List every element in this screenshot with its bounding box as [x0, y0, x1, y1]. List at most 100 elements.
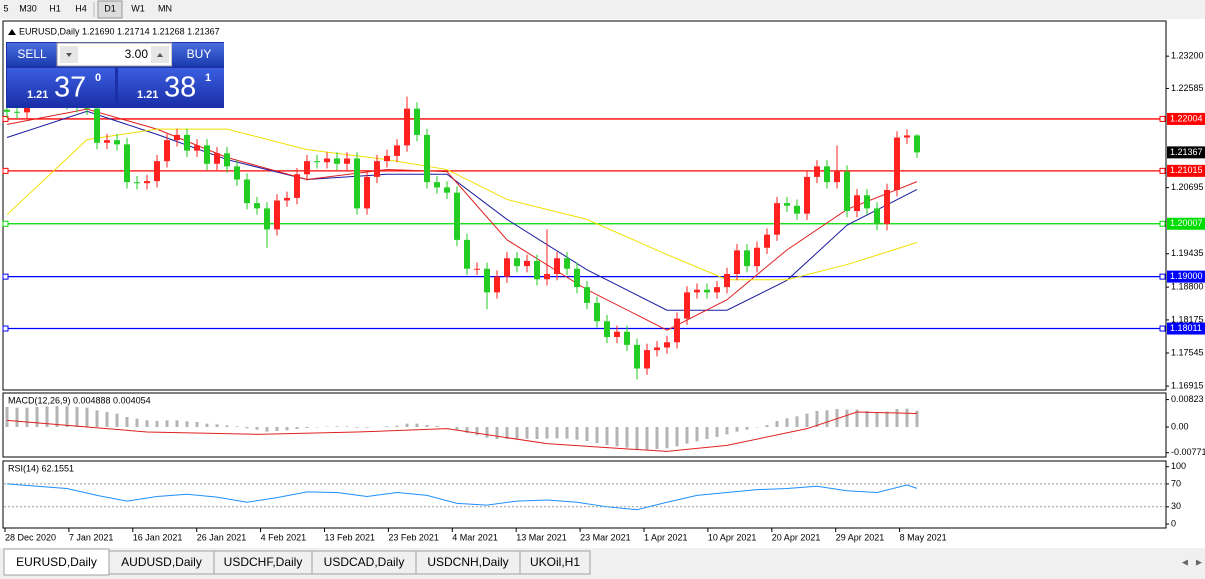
y-tick-label: 70 [1171, 478, 1181, 488]
candle-body [624, 331, 630, 345]
macd-bar [455, 427, 459, 430]
timeframe-button[interactable] [97, 0, 123, 19]
tab[interactable] [519, 550, 591, 575]
moving-average [6, 110, 918, 311]
timeframe-button[interactable] [70, 1, 92, 18]
candle-body [884, 190, 890, 225]
date-label: 16 Jan 2021 [133, 532, 183, 542]
macd-bar [5, 407, 9, 427]
candle-body [814, 166, 820, 177]
macd-bar [395, 425, 399, 427]
macd-bar [805, 413, 809, 427]
buy-label: BUY [187, 47, 212, 61]
date-label: 29 Apr 2021 [836, 532, 885, 542]
macd-bar [845, 409, 849, 427]
timeframe-label: H1 [49, 3, 61, 13]
level-handle [2, 167, 9, 174]
candle-body [754, 247, 760, 267]
buy-button[interactable] [172, 43, 224, 66]
candle-body [104, 140, 110, 143]
date-label: 26 Jan 2021 [197, 532, 247, 542]
scroll-right[interactable]: ► [1194, 558, 1204, 569]
timeframe-button[interactable] [2, 1, 10, 18]
candle-body [854, 195, 860, 212]
sell-button[interactable] [7, 43, 57, 66]
macd-bar [635, 427, 639, 450]
macd-bar [415, 423, 419, 427]
y-tick-label: 1.18175 [1171, 314, 1204, 324]
candle-body [434, 182, 440, 188]
candle-body [554, 258, 560, 274]
macd-bar [595, 427, 599, 443]
macd-bar [265, 427, 269, 432]
candle-body [344, 158, 350, 164]
candle-body [324, 158, 330, 163]
candle-body [124, 144, 130, 183]
level-handle [1159, 167, 1166, 174]
macd-bar [245, 427, 249, 429]
macd-bar [855, 409, 859, 427]
collapse-icon[interactable] [8, 29, 16, 35]
macd-bar [355, 427, 359, 428]
macd-bar [215, 424, 219, 427]
macd-bar [95, 410, 99, 427]
macd-bar [35, 407, 39, 427]
candle-body [264, 208, 270, 230]
candle-body [794, 205, 800, 214]
date-label: 1 Apr 2021 [644, 532, 688, 542]
candle-body [464, 239, 470, 269]
tab-label: USDCNH,Daily [427, 555, 508, 569]
ask-box[interactable] [118, 68, 224, 107]
timeframe-label: H4 [75, 3, 87, 13]
level-price-label: 1.21015 [1170, 165, 1203, 175]
y-tick-label: 1.18800 [1171, 281, 1204, 291]
ask-big-figure: 1.21 [137, 89, 158, 101]
level-price-label: 1.22004 [1170, 113, 1203, 123]
level-price-box [1167, 112, 1205, 125]
scroll-left[interactable]: ◄ [1180, 558, 1190, 569]
bid-fraction: 0 [95, 72, 101, 84]
macd-bar [155, 421, 159, 427]
candle-body [834, 171, 840, 183]
macd-bar [515, 427, 519, 439]
arrow-down [66, 53, 72, 57]
rsi-line [6, 483, 918, 511]
date-label: 28 Dec 2020 [5, 532, 56, 542]
candle-body [644, 350, 650, 369]
level-price-label: 1.20007 [1170, 218, 1203, 228]
macd-bar [705, 427, 709, 439]
macd-bar [675, 427, 679, 447]
y-tick-label: 1.23200 [1171, 51, 1204, 61]
macd-bar [535, 427, 539, 439]
candle-body [534, 260, 540, 280]
timeframe-button[interactable] [154, 1, 176, 18]
candle-body [144, 181, 150, 184]
candle-body [904, 135, 910, 138]
bid-box[interactable] [7, 68, 115, 107]
level-handle [1159, 115, 1166, 122]
macd-bar [435, 426, 439, 427]
macd-bar [865, 411, 869, 427]
macd-bar [645, 427, 649, 450]
candle-body [674, 318, 680, 343]
candle-body [274, 200, 280, 230]
macd-bar [565, 427, 569, 439]
y-tick-label: 0.00823 [1171, 394, 1204, 404]
timeframe-label: W1 [131, 3, 145, 13]
candle-body [894, 137, 900, 191]
rsi-panel [2, 460, 1167, 529]
trade-panel: SELL 3.00 BUY 1.21 37 0 1.21 38 1 [6, 42, 224, 108]
date-label: 20 Apr 2021 [772, 532, 821, 542]
bid-pips: 37 [54, 72, 86, 104]
timeframe-button[interactable] [14, 1, 42, 18]
candle-body [204, 145, 210, 164]
level-price-box [1167, 217, 1205, 230]
macd-bar [305, 427, 309, 428]
candle-body [914, 135, 920, 153]
timeframe-button[interactable] [127, 1, 149, 18]
macd-bar [85, 407, 89, 427]
timeframe-button[interactable] [44, 1, 66, 18]
macd-bar [15, 407, 19, 427]
